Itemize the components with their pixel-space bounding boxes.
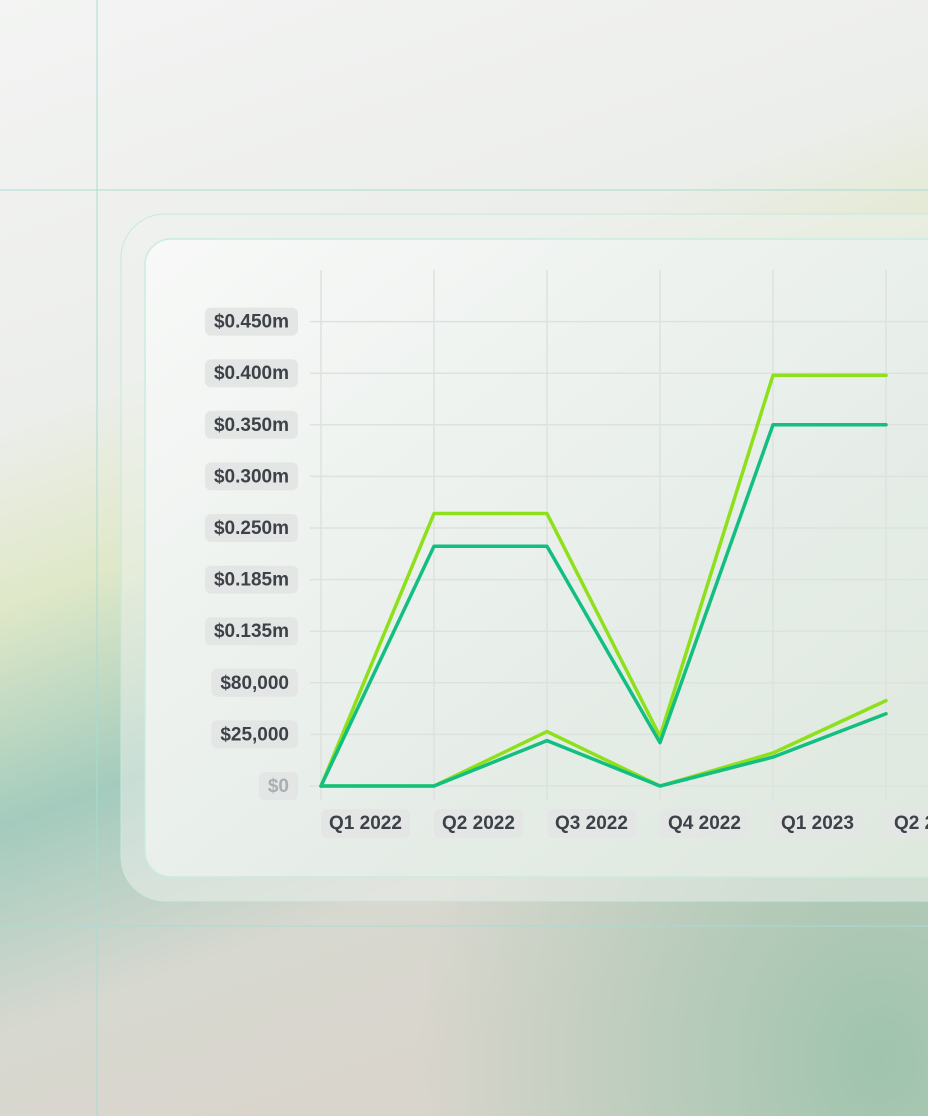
y-tick-pill <box>204 617 298 646</box>
y-tick-label: $0.250m <box>214 518 289 539</box>
y-tick-label: $0.300m <box>214 466 289 487</box>
x-tick-label: Q1 2023 <box>781 813 854 834</box>
y-tick-label: $80,000 <box>220 673 289 694</box>
x-tick-pill <box>547 809 636 838</box>
y-tick-pills <box>204 307 928 838</box>
card <box>144 238 928 878</box>
line <box>319 423 888 788</box>
x-tick-pill <box>886 809 928 838</box>
x-tick-label: Q1 2022 <box>329 813 402 834</box>
y-tick-label: $0.350m <box>214 415 289 436</box>
y-tick-label: $25,000 <box>220 724 289 745</box>
x-tick-label: Q2 2022 <box>442 813 515 834</box>
y-tick-pill <box>204 307 298 336</box>
y-tick-pill <box>204 514 298 542</box>
y-tick-label: $0.450m <box>214 312 289 333</box>
y-tick-pill <box>204 410 298 439</box>
y-tick-pill <box>211 668 298 697</box>
y-tick-pill <box>204 462 298 491</box>
x-tick-pill <box>321 809 410 838</box>
line <box>319 712 888 788</box>
x-tick-label: Q4 2022 <box>668 813 741 834</box>
x-tick-pill <box>773 809 862 838</box>
y-tick-pill <box>204 565 298 594</box>
x-tick-pill <box>660 809 749 838</box>
y-tick-label: $0.185m <box>214 570 289 591</box>
y-tick-pill <box>211 720 298 749</box>
x-tick-label: Q3 2022 <box>555 813 628 834</box>
y-tick-label: $0 <box>268 776 289 797</box>
y-tick-label: $0.135m <box>214 621 289 642</box>
y-tick-label: $0.400m <box>214 363 289 384</box>
x-tick-label: Q2 2023 <box>894 813 928 834</box>
y-tick-pill <box>204 359 298 388</box>
line <box>319 373 888 788</box>
plot: $0 $25,000 $80,000 $0.135m $0.185m $0.250m $0.… <box>204 270 928 838</box>
x-tick-pill <box>434 809 523 838</box>
y-tick-pill <box>258 772 298 800</box>
